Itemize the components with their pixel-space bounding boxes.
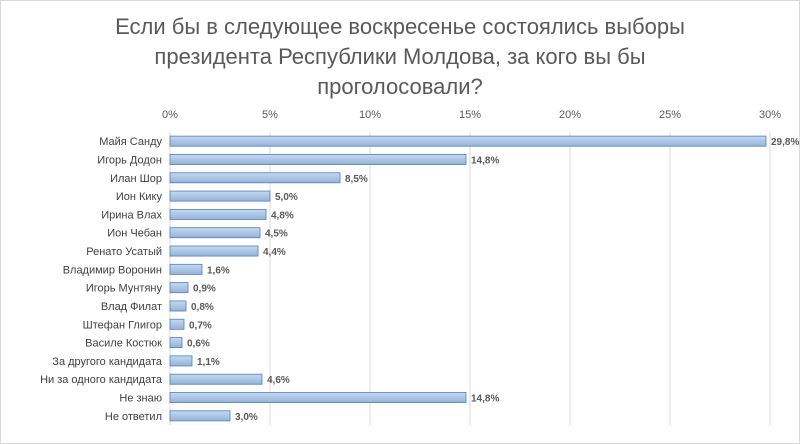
bar — [169, 337, 183, 349]
x-tick-label: 15% — [459, 109, 481, 121]
category-label: Влад Филат — [101, 301, 162, 313]
category-label: Илан Шор — [110, 173, 162, 185]
category-label: Майя Санду — [99, 136, 162, 148]
bars — [169, 135, 767, 422]
data-label: 29,8% — [771, 137, 799, 148]
data-label: 14,8% — [471, 155, 499, 166]
data-label: 4,5% — [265, 229, 288, 240]
category-label: Ни за одного кандидата — [40, 374, 163, 386]
x-tick-label: 25% — [659, 109, 681, 121]
category-label: Ион Кику — [116, 191, 163, 203]
bar — [169, 318, 185, 330]
data-label: 1,6% — [207, 265, 230, 276]
bar — [169, 263, 203, 275]
category-labels: Майя Санду Игорь Додон Илан Шор Ион Кику Ири… — [40, 136, 163, 423]
x-tick-label: 10% — [359, 109, 381, 121]
category-label: Ренато Усатый — [86, 246, 162, 258]
x-tick-label: 30% — [759, 109, 781, 121]
data-label: 0,7% — [189, 320, 212, 331]
bar — [169, 227, 261, 239]
x-axis-ticks: 0% 5% 10% 15% 20% 25% 30% — [162, 109, 781, 121]
category-label: Владимир Воронин — [63, 264, 162, 276]
bar — [169, 300, 187, 312]
data-label: 0,9% — [193, 284, 216, 295]
x-tick-label: 0% — [162, 109, 178, 121]
chart-title: Если бы в следующее воскресенье состояли… — [0, 12, 800, 102]
category-label: Ирина Влах — [101, 209, 162, 221]
chart-title-line-2: президента Республики Молдова, за кого в… — [154, 44, 646, 69]
bar — [169, 135, 767, 147]
bar — [169, 208, 267, 220]
data-label: 3,0% — [235, 412, 258, 423]
data-label: 14,8% — [471, 394, 499, 405]
category-label: Василе Костюк — [85, 338, 162, 350]
chart-title-line-1: Если бы в следующее воскресенье состояли… — [115, 14, 685, 39]
data-label: 4,4% — [263, 247, 286, 258]
data-labels: 29,8% 14,8% 8,5% 5,0% 4,8% 4,5% 4,4% 1,6% 0,9% 0,… — [187, 137, 799, 423]
category-label: Не ответил — [105, 411, 162, 423]
bar — [169, 373, 263, 385]
chart-title-line-3: проголосовали? — [317, 74, 483, 99]
bar — [169, 190, 271, 202]
data-label: 1,1% — [197, 357, 220, 368]
data-label: 8,5% — [345, 174, 368, 185]
category-label: Ион Чебан — [107, 228, 162, 240]
category-label: Не знаю — [119, 393, 162, 405]
x-tick-label: 20% — [559, 109, 581, 121]
category-label: За другого кандидата — [52, 356, 163, 368]
data-label: 0,8% — [191, 302, 214, 313]
data-label: 0,6% — [187, 339, 210, 350]
data-label: 5,0% — [275, 192, 298, 203]
bar — [169, 410, 231, 422]
category-label: Игорь Мунтяну — [86, 283, 163, 295]
x-tick-label: 5% — [262, 109, 278, 121]
bar — [169, 245, 259, 257]
bar — [169, 392, 467, 403]
bar — [169, 355, 193, 367]
category-label: Штефан Глигор — [83, 319, 162, 331]
category-label: Игорь Додон — [97, 154, 162, 166]
data-label: 4,6% — [267, 375, 290, 386]
data-label: 4,8% — [271, 210, 294, 221]
bar — [169, 282, 189, 294]
bar — [169, 154, 467, 165]
bar — [169, 172, 341, 184]
